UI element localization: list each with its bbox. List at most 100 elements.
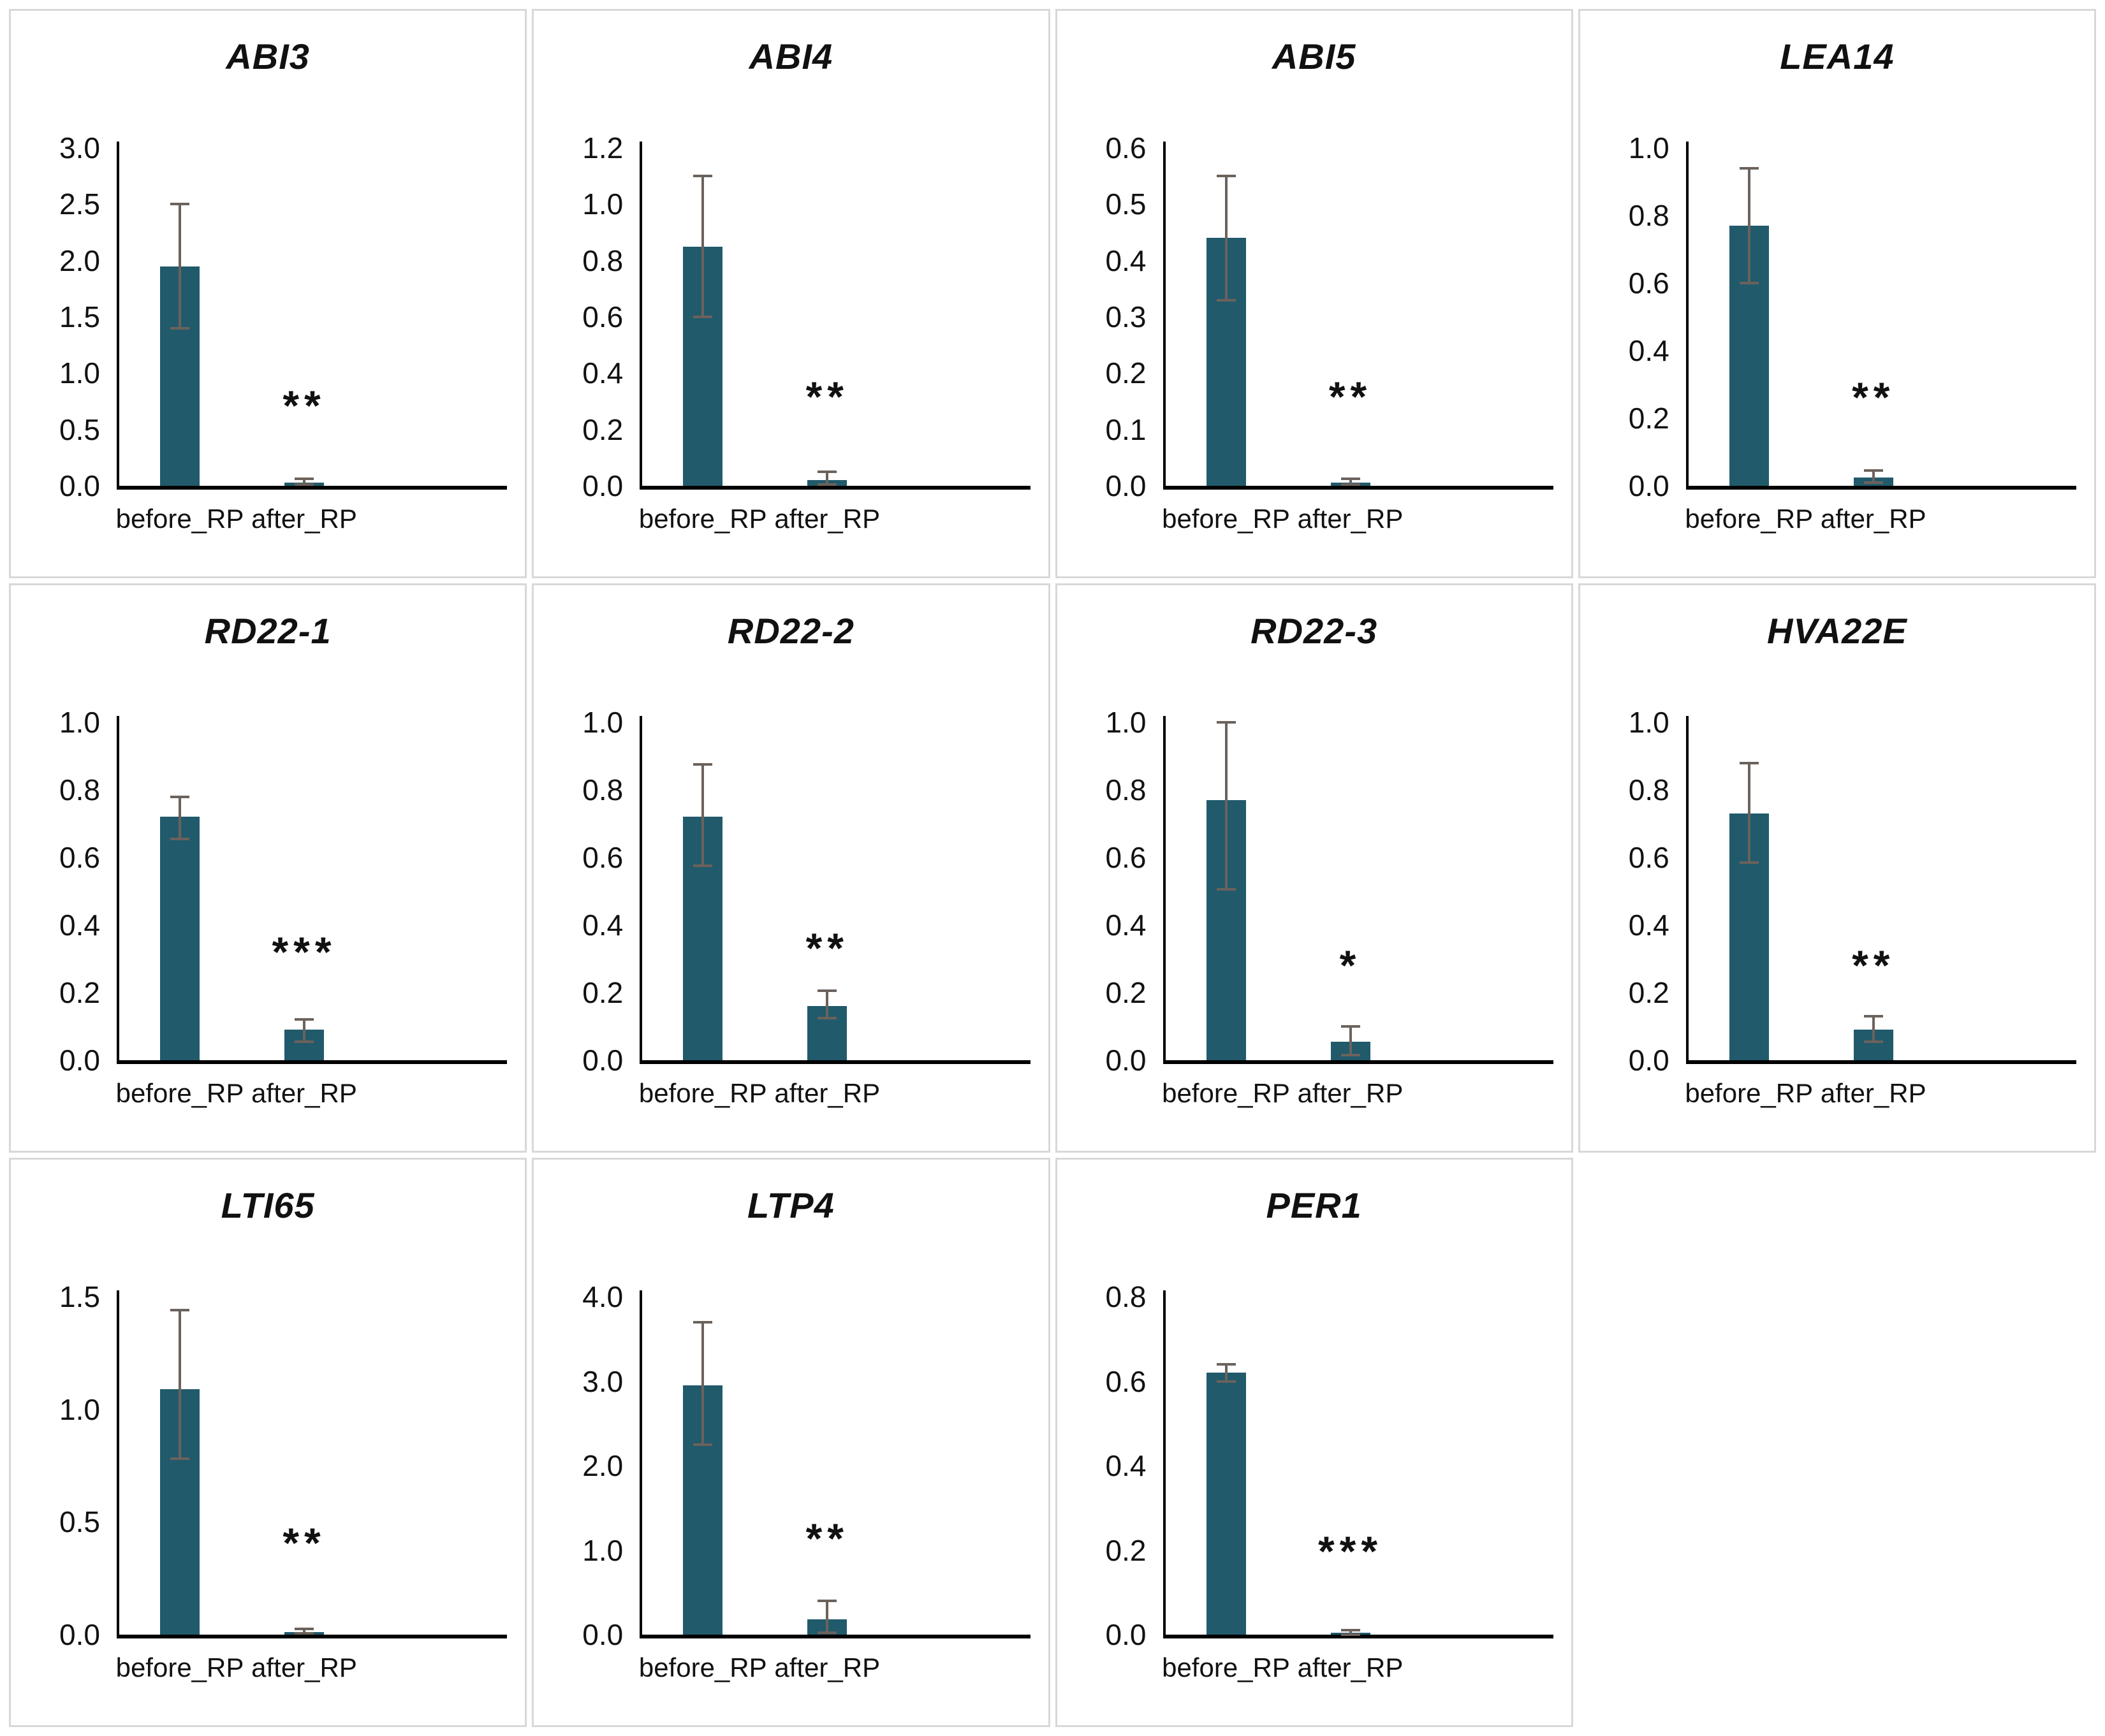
x-axis-line [640, 486, 1030, 490]
chart-panel-RD22-1: RD22-1 0.0 0.2 0.4 0.6 0.8 1.0 before_RP after_R… [9, 583, 527, 1153]
x-label-after-rp: after_RP [251, 1652, 357, 1682]
chart-grid: ABI3 0.0 0.5 1.0 1.5 2.0 2.5 3.0 before_RP after_… [9, 9, 2096, 1727]
error-bar [701, 1322, 705, 1445]
y-tick-label: 0.0 [582, 1618, 624, 1651]
chart-title: ABI3 [226, 36, 310, 77]
error-bar [1349, 479, 1352, 485]
y-tick-label: 0.8 [582, 244, 624, 277]
y-tick-label: 0.0 [59, 469, 100, 502]
empty-cell [1578, 1158, 2096, 1727]
y-tick-label: 0.5 [59, 412, 100, 446]
chart-title: LTI65 [221, 1185, 315, 1225]
error-bar-cap [295, 478, 314, 481]
y-tick-label: 2.0 [59, 244, 100, 277]
significance-stars: ** [282, 381, 326, 429]
y-tick-label: 1.0 [1105, 706, 1147, 739]
error-bar-cap [693, 1320, 713, 1324]
y-tick-label: 0.4 [1628, 908, 1669, 942]
y-tick-label: 1.0 [59, 706, 100, 739]
y-axis-line [1685, 142, 1689, 486]
error-bar-cap [1863, 469, 1883, 472]
error-bar-cap [693, 175, 713, 178]
error-bar-cap [818, 1600, 837, 1602]
y-tick-label: 0.4 [1628, 334, 1669, 367]
y-axis-line [1163, 142, 1166, 486]
error-bar-cap [170, 1457, 189, 1461]
x-label-before-rp: before_RP [1685, 1078, 1814, 1108]
y-tick-label: 1.0 [582, 1533, 624, 1567]
error-bar-cap [295, 1628, 314, 1631]
y-axis-line [1163, 716, 1166, 1060]
significance-stars: * [1339, 941, 1361, 989]
error-bar-cap [818, 989, 837, 993]
y-tick-label: 0.0 [1628, 1044, 1669, 1077]
error-bar-cap [693, 1443, 713, 1446]
x-label-before-rp: before_RP [638, 1652, 767, 1682]
y-tick-label: 0.5 [1105, 187, 1147, 221]
y-tick-label: 0.8 [59, 773, 100, 806]
y-tick-label: 0.4 [1105, 244, 1147, 277]
chart-title: LEA14 [1780, 36, 1895, 77]
chart-panel-RD22-2: RD22-2 0.0 0.2 0.4 0.6 0.8 1.0 before_RP after_R… [532, 583, 1050, 1153]
error-bar-cap [170, 795, 189, 798]
error-bar [701, 176, 705, 317]
significance-stars: ** [805, 373, 849, 421]
chart-panel-LTP4: LTP4 0.0 1.0 2.0 3.0 4.0 before_RP after_RP ** [532, 1158, 1050, 1727]
y-tick-label: 1.2 [582, 131, 624, 164]
y-tick-label: 0.2 [582, 412, 624, 446]
chart-title: ABI5 [1272, 36, 1356, 77]
x-axis-line [1163, 1060, 1553, 1064]
y-axis-line [1685, 716, 1689, 1060]
x-label-after-rp: after_RP [1820, 504, 1926, 534]
significance-stars: ** [805, 1515, 849, 1563]
y-tick-label: 0.0 [1628, 469, 1669, 502]
error-bar-cap [1340, 1054, 1360, 1057]
error-bar-cap [693, 763, 713, 766]
y-tick-label: 1.0 [59, 1392, 100, 1426]
y-tick-label: 0.0 [59, 1044, 100, 1077]
error-bar [1224, 1364, 1228, 1382]
y-tick-label: 0.0 [582, 1044, 624, 1077]
y-tick-label: 0.6 [1105, 841, 1147, 874]
error-bar [826, 471, 829, 485]
y-tick-label: 0.4 [582, 356, 624, 390]
error-bar [303, 479, 305, 485]
y-tick-label: 0.1 [1105, 412, 1147, 446]
error-bar [701, 764, 705, 866]
y-tick-label: 0.8 [1628, 199, 1669, 232]
x-label-after-rp: after_RP [774, 1078, 881, 1108]
y-axis-line [117, 1290, 119, 1635]
x-label-before-rp: before_RP [1162, 1652, 1290, 1682]
significance-stars: ** [1852, 374, 1895, 421]
y-axis-line [1163, 1290, 1166, 1635]
y-tick-label: 3.0 [59, 131, 100, 164]
error-bar-cap [295, 1040, 314, 1043]
y-tick-label: 0.0 [1105, 469, 1147, 502]
y-tick-label: 4.0 [582, 1280, 624, 1313]
error-bar-cap [170, 326, 189, 330]
y-tick-label: 0.4 [582, 908, 624, 942]
significance-stars: ** [282, 1519, 326, 1566]
error-bar-cap [1216, 175, 1236, 178]
chart-panel-PER1: PER1 0.0 0.2 0.4 0.6 0.8 before_RP after_RP *** [1055, 1158, 1573, 1727]
y-tick-label: 0.2 [1105, 976, 1147, 1009]
x-axis-line [1685, 486, 2076, 490]
y-tick-label: 0.8 [582, 773, 624, 806]
y-tick-label: 1.0 [59, 356, 100, 390]
x-axis-line [640, 1060, 1030, 1064]
y-tick-label: 1.0 [582, 187, 624, 221]
y-tick-label: 1.0 [1628, 706, 1669, 739]
chart-title: LTP4 [747, 1185, 835, 1225]
error-bar [179, 796, 181, 839]
y-tick-label: 0.0 [582, 469, 624, 502]
error-bar [826, 1601, 829, 1633]
error-bar-cap [295, 483, 314, 486]
error-bar [1872, 470, 1875, 483]
y-tick-label: 0.6 [1105, 1364, 1147, 1398]
error-bar [1747, 168, 1750, 283]
bar-before-rp [160, 817, 200, 1060]
y-tick-label: 0.6 [1628, 841, 1669, 874]
y-axis-line [640, 142, 643, 486]
error-bar [303, 1019, 305, 1042]
error-bar-cap [1216, 1380, 1236, 1383]
